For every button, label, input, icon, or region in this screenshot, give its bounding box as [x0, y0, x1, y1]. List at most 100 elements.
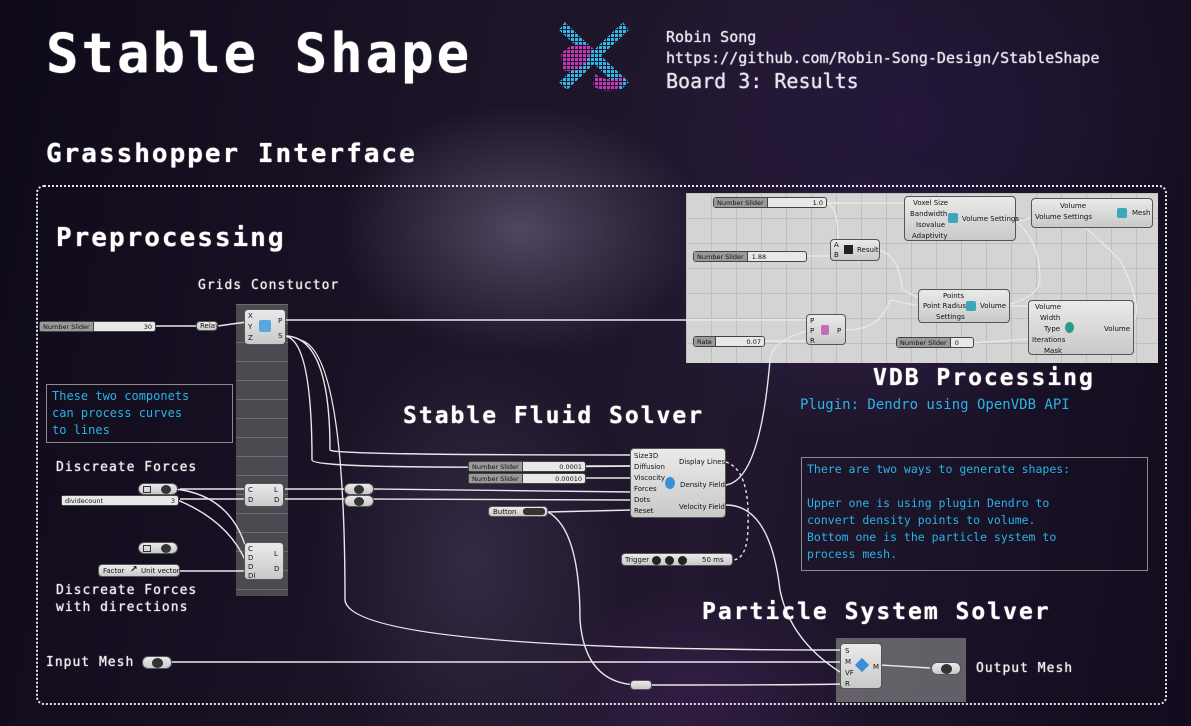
port-vf[interactable]: VF — [845, 669, 854, 677]
points-to-volume-component[interactable]: Points Point Radius Settings Volume — [918, 289, 1010, 323]
port-m-out[interactable]: M — [873, 663, 880, 671]
grid-cube-icon — [259, 320, 271, 332]
port-voxel-size[interactable]: Voxel Size — [913, 199, 949, 207]
grid-constructor-component[interactable]: X Y Z P S — [244, 309, 286, 345]
port-volume[interactable]: Volume — [1035, 303, 1062, 311]
slider-label: Rate — [694, 337, 716, 346]
input-mesh-param[interactable] — [142, 656, 172, 669]
port-r[interactable]: R — [810, 337, 815, 345]
section-title-interface: Grasshopper Interface — [46, 139, 417, 169]
port-viscocity[interactable]: Viscocity — [634, 474, 666, 482]
fluid-drop-icon — [665, 477, 675, 489]
viscosity-slider[interactable]: Number Slider 0.00010 — [468, 473, 586, 484]
port-type[interactable]: Type — [1044, 325, 1061, 333]
port-density-field[interactable]: Density Field — [680, 481, 725, 489]
port-d[interactable]: D — [248, 496, 254, 504]
port-c[interactable]: C — [248, 486, 253, 494]
slider-188[interactable]: Number Slider 1.88 — [693, 251, 807, 262]
port-adaptivity[interactable]: Adaptivity — [912, 232, 948, 240]
discrete-dir-label-2: with directions — [56, 600, 189, 615]
iterations-slider[interactable]: Number Slider 0 — [896, 337, 974, 348]
port-diffusion[interactable]: Diffusion — [634, 463, 665, 471]
port-settings[interactable]: Settings — [936, 313, 965, 321]
port-y[interactable]: Y — [248, 323, 253, 331]
voxel-size-slider[interactable]: Number Slider 1.0 — [713, 197, 827, 208]
vdb-plugin-label: Plugin: Dendro using OpenVDB API — [800, 397, 1070, 413]
port-points[interactable]: Points — [943, 292, 965, 300]
port-l[interactable]: L — [274, 486, 278, 494]
smooth-output[interactable]: Volume — [1104, 325, 1131, 333]
button-toggle-icon — [523, 508, 545, 515]
divide-curve-component[interactable]: C D L D — [244, 483, 284, 507]
port-d2[interactable]: D — [248, 563, 254, 571]
volume-to-mesh-component[interactable]: Volume Volume Settings Mesh — [1031, 198, 1153, 228]
reset-icon[interactable] — [678, 556, 687, 565]
mesh-output[interactable]: Mesh — [1132, 209, 1151, 217]
slider-label: Number Slider — [714, 198, 768, 207]
volume-smooth-component[interactable]: Volume Width Type Iterations Mask Volume — [1028, 300, 1134, 355]
port-display-lines[interactable]: Display Lines — [679, 458, 726, 466]
volume-icon — [966, 301, 976, 311]
port-b[interactable]: B — [834, 251, 839, 259]
port-bandwidth[interactable]: Bandwidth — [910, 210, 948, 218]
slider-label: Number Slider — [897, 338, 951, 347]
port-a[interactable]: A — [834, 241, 839, 249]
play-icon[interactable] — [652, 556, 661, 565]
port-d[interactable]: D — [248, 554, 254, 562]
relay-node[interactable]: Relay — [196, 321, 219, 331]
input-mesh-label: Input Mesh — [46, 655, 135, 670]
port-p-out[interactable]: P — [837, 327, 842, 335]
diffusion-slider[interactable]: Number Slider 0.0001 — [468, 461, 586, 472]
curve-param-node-2[interactable] — [138, 542, 178, 554]
merge-node-1[interactable] — [344, 483, 374, 495]
port-m[interactable]: M — [845, 658, 852, 666]
prp-component[interactable]: P P R P — [806, 314, 846, 345]
number-slider-main[interactable]: Number Slider 30 — [39, 321, 156, 332]
port-size3d[interactable]: Size3D — [634, 452, 659, 460]
port-iterations[interactable]: Iterations — [1032, 336, 1066, 344]
port-point-radius[interactable]: Point Radius — [923, 302, 967, 310]
port-width[interactable]: Width — [1040, 314, 1061, 322]
port-velocity-field[interactable]: Velocity Field — [679, 503, 725, 511]
relay-node-2[interactable] — [630, 680, 652, 690]
port-volume[interactable]: Volume — [1060, 202, 1087, 210]
port-isovalue[interactable]: Isovalue — [916, 221, 946, 229]
particle-system-component[interactable]: S M VF R M — [840, 643, 882, 689]
rate-slider[interactable]: Rate 0.07 — [693, 336, 765, 347]
unit-vector-component[interactable]: Factor ↗ Unit vector — [98, 564, 180, 577]
port-z[interactable]: Z — [248, 334, 253, 342]
volume-settings-component[interactable]: Voxel Size Bandwidth Isovalue Adaptivity… — [904, 196, 1019, 241]
result-component[interactable]: A B Result — [830, 239, 880, 261]
port-x[interactable]: X — [248, 312, 253, 320]
port-dl[interactable]: Dl — [248, 572, 256, 580]
port-p[interactable]: P — [278, 317, 283, 325]
author-name: Robin Song — [666, 28, 757, 46]
port-forces[interactable]: Forces — [634, 485, 657, 493]
volume-settings-output[interactable]: Volume Settings — [962, 215, 1019, 223]
port-d-out[interactable]: D — [274, 496, 280, 504]
port-p2[interactable]: P — [810, 327, 815, 335]
port-mask[interactable]: Mask — [1044, 347, 1063, 355]
result-output[interactable]: Result — [857, 246, 879, 254]
pause-icon[interactable] — [665, 556, 674, 565]
volume-output[interactable]: Volume — [980, 302, 1007, 310]
stable-fluid-component[interactable]: Size3D Diffusion Viscocity Forces Dots R… — [630, 448, 726, 518]
merge-node-2[interactable] — [344, 495, 374, 507]
port-reset[interactable]: Reset — [634, 507, 654, 515]
port-r[interactable]: R — [845, 680, 850, 688]
port-s[interactable]: S — [845, 647, 850, 655]
discrete-dir-component[interactable]: C D D Dl L D — [244, 542, 284, 580]
port-s[interactable]: S — [278, 332, 283, 340]
trigger-component[interactable]: Trigger 50 ms — [621, 553, 733, 566]
port-volume-settings[interactable]: Volume Settings — [1035, 213, 1092, 221]
reset-button[interactable]: Button — [488, 506, 548, 517]
curve-param-node[interactable] — [138, 483, 178, 495]
port-p1[interactable]: P — [810, 317, 815, 325]
port-d-out[interactable]: D — [274, 565, 280, 573]
output-mesh-param[interactable] — [931, 662, 961, 675]
repo-url[interactable]: https://github.com/Robin-Song-Design/Sta… — [666, 49, 1100, 67]
port-l[interactable]: L — [274, 550, 278, 558]
port-dots[interactable]: Dots — [634, 496, 651, 504]
dividecount-slider[interactable]: dividecount 3 — [61, 495, 179, 506]
port-c[interactable]: C — [248, 545, 253, 553]
